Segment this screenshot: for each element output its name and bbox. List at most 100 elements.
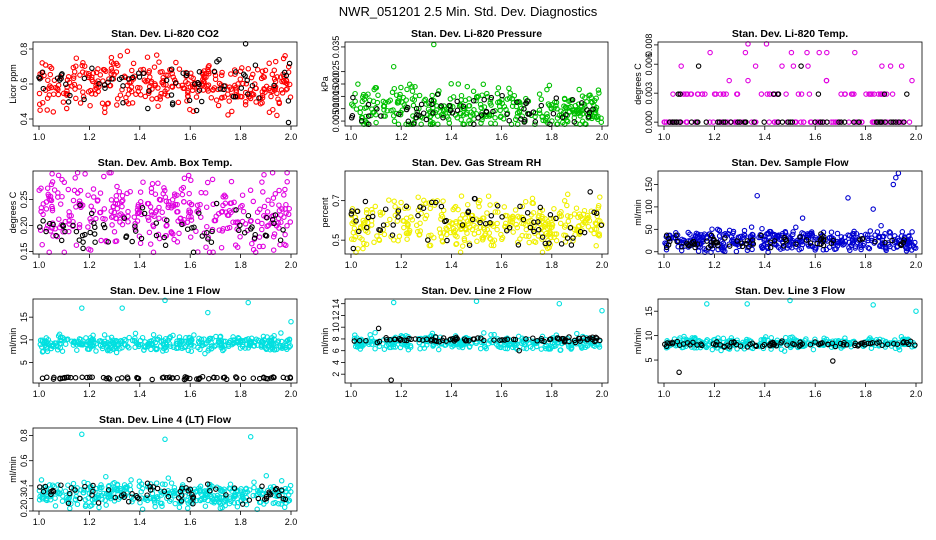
data-point — [815, 91, 822, 97]
data-point — [101, 224, 108, 231]
data-point — [99, 100, 106, 107]
data-point — [881, 91, 888, 97]
data-point — [162, 481, 168, 488]
data-point — [55, 482, 61, 488]
data-point — [90, 332, 96, 339]
data-point — [113, 193, 120, 199]
data-point — [41, 339, 48, 346]
data-point — [207, 488, 213, 494]
data-point — [89, 374, 95, 380]
data-point — [387, 337, 393, 343]
data-point — [512, 116, 519, 123]
data-point — [125, 91, 132, 97]
data-point — [53, 232, 59, 239]
data-point — [206, 70, 212, 77]
data-point — [144, 480, 151, 487]
data-point — [183, 335, 189, 341]
data-point — [377, 227, 384, 233]
x-tick-label: 2.0 — [596, 260, 609, 270]
data-point — [348, 236, 355, 242]
data-point — [787, 243, 793, 249]
y-axis-label: degrees C — [8, 191, 18, 233]
x-tick-label: 1.8 — [859, 132, 872, 142]
data-point — [532, 119, 539, 125]
data-point — [62, 228, 68, 235]
data-point — [114, 183, 120, 190]
data-point — [228, 71, 234, 77]
data-point — [363, 210, 370, 216]
data-point — [585, 214, 592, 221]
data-point — [92, 239, 98, 245]
data-point — [245, 91, 251, 97]
data-point — [784, 342, 790, 348]
data-point — [728, 119, 734, 125]
data-point — [879, 241, 885, 247]
data-point — [404, 86, 410, 93]
data-point — [742, 49, 749, 56]
data-point — [718, 347, 724, 354]
data-point — [119, 375, 125, 381]
data-point — [581, 207, 588, 214]
data-point — [65, 482, 71, 488]
data-point — [213, 97, 220, 103]
data-point — [251, 479, 257, 485]
data-point — [707, 242, 714, 249]
data-point — [694, 342, 700, 348]
data-point — [838, 91, 844, 97]
data-point — [139, 506, 146, 513]
data-point — [889, 237, 895, 244]
x-tick-label: 2.0 — [285, 132, 298, 142]
data-point — [362, 93, 369, 99]
data-point — [666, 232, 672, 239]
data-point — [512, 207, 519, 213]
data-point — [114, 95, 121, 102]
data-point — [734, 238, 740, 244]
data-point — [795, 91, 802, 97]
y-tick-label: 0.6 — [19, 78, 29, 91]
data-point — [579, 111, 586, 117]
x-tick-label: 1.6 — [184, 389, 197, 399]
data-point — [434, 91, 441, 98]
data-point — [244, 77, 250, 84]
data-point — [799, 341, 805, 347]
data-point — [676, 369, 682, 376]
data-point — [491, 337, 497, 343]
data-point — [197, 497, 203, 503]
data-point — [466, 103, 472, 109]
data-point — [689, 240, 695, 246]
data-point — [174, 239, 181, 245]
data-point — [443, 225, 449, 231]
data-point — [201, 336, 207, 342]
data-point — [369, 106, 375, 112]
data-point — [678, 243, 685, 250]
data-point — [707, 49, 713, 56]
data-point — [163, 77, 170, 84]
data-point — [719, 238, 725, 245]
data-point — [494, 226, 500, 233]
data-point — [351, 338, 358, 344]
data-point — [471, 195, 478, 202]
data-point — [869, 91, 875, 97]
data-point — [737, 119, 743, 125]
data-point — [233, 375, 240, 381]
data-point — [481, 343, 488, 350]
data-point — [787, 241, 793, 248]
data-point — [374, 99, 381, 106]
data-point — [859, 236, 866, 242]
data-point — [887, 243, 893, 250]
data-point — [361, 96, 368, 103]
data-point — [502, 223, 508, 230]
data-point — [288, 318, 294, 325]
data-point — [71, 73, 77, 79]
data-point — [481, 96, 487, 103]
data-point — [490, 242, 497, 249]
y-axis-label: ml/min — [8, 456, 18, 483]
data-point — [504, 336, 511, 343]
data-point — [153, 208, 160, 214]
data-point — [444, 237, 450, 244]
data-point — [213, 342, 219, 349]
data-point — [210, 201, 216, 208]
data-point — [351, 335, 358, 342]
data-point — [110, 480, 116, 487]
y-tick-label: 15 — [19, 312, 29, 322]
